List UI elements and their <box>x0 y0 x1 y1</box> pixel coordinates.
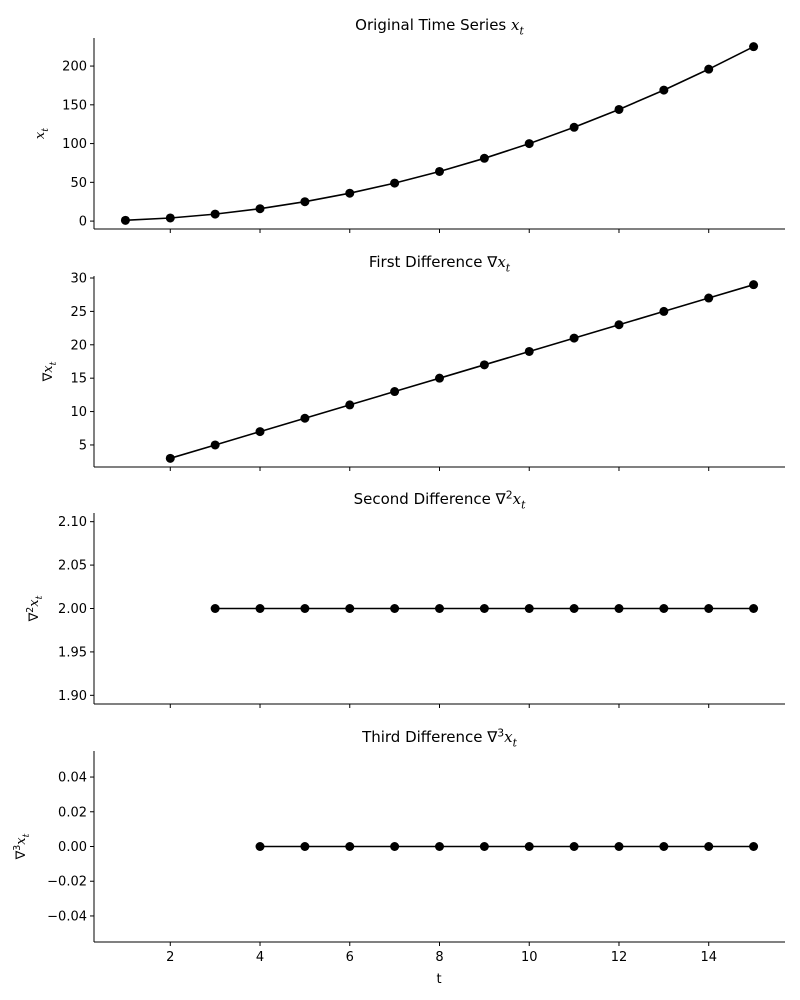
y-axis-label: ∇2xt <box>25 595 45 622</box>
panel-4: −0.04 −0.02 0.00 0.02 0.04 2 4 6 8 10 12 14 Third Di… <box>12 726 785 965</box>
panel-title: Second Difference ∇2xt <box>354 488 526 511</box>
data-point <box>569 842 579 851</box>
data-point <box>390 842 400 851</box>
x-axis-label: t <box>436 972 441 987</box>
data-point <box>479 153 489 163</box>
series-line <box>125 45 754 222</box>
y-tick-label: 1.90 <box>58 689 87 704</box>
data-point <box>255 204 265 214</box>
data-point <box>210 440 220 450</box>
y-tick-label: 15 <box>70 372 87 387</box>
x-tick-label: 6 <box>346 950 354 965</box>
y-tick-label: 50 <box>70 176 87 191</box>
data-point <box>479 842 489 851</box>
data-point <box>614 320 624 330</box>
y-tick-label: 20 <box>70 338 87 353</box>
y-tick-label: 100 <box>62 137 87 152</box>
data-point <box>659 85 669 95</box>
data-point <box>300 413 310 423</box>
data-point <box>435 373 444 383</box>
data-point <box>749 280 759 290</box>
data-point <box>390 178 400 188</box>
y-tick-label: 5 <box>79 438 87 453</box>
data-point <box>614 104 624 114</box>
data-point <box>165 213 175 223</box>
data-point <box>614 604 624 613</box>
y-axis-label: ∇3xt <box>12 833 32 860</box>
panel-3: 1.90 1.95 2.00 2.05 2.10 Second Difference ∇2… <box>25 488 785 708</box>
y-tick-label: 2.00 <box>58 602 87 617</box>
data-point <box>345 188 355 198</box>
x-tick-label: 14 <box>700 950 717 965</box>
data-point <box>659 842 669 851</box>
data-point <box>255 427 265 437</box>
data-point <box>345 604 355 613</box>
data-point <box>435 604 444 613</box>
data-point <box>479 360 489 370</box>
x-tick-label: 2 <box>166 950 174 965</box>
data-point <box>300 842 310 851</box>
data-point <box>704 293 714 303</box>
data-point <box>659 306 669 316</box>
data-point <box>524 346 534 356</box>
y-axis-label: ∇xt <box>41 361 59 382</box>
x-tick-label: 10 <box>521 950 538 965</box>
data-point <box>704 64 714 74</box>
x-tick-label: 8 <box>435 950 443 965</box>
y-tick-label: 1.95 <box>58 645 87 660</box>
y-tick-label: 0.04 <box>58 771 87 786</box>
data-point <box>435 842 444 851</box>
y-tick-label: 30 <box>70 272 87 287</box>
data-point <box>569 604 579 613</box>
data-point <box>255 842 265 851</box>
data-point <box>390 387 400 397</box>
data-point <box>435 166 444 176</box>
data-point <box>255 604 265 613</box>
data-point <box>165 453 175 463</box>
panel-title: Third Difference ∇3xt <box>361 726 518 749</box>
data-point <box>704 604 714 613</box>
data-point <box>210 209 220 219</box>
data-point <box>749 842 759 851</box>
y-tick-label: 10 <box>70 405 87 420</box>
data-point <box>704 842 714 851</box>
y-tick-label: 0 <box>79 215 87 230</box>
y-tick-label: −0.02 <box>47 875 87 890</box>
data-point <box>390 604 400 613</box>
data-point <box>210 604 220 613</box>
data-point <box>300 197 310 207</box>
x-tick-label: 4 <box>256 950 264 965</box>
series-line <box>170 283 754 460</box>
data-point <box>524 604 534 613</box>
y-tick-label: 200 <box>62 60 87 75</box>
data-point <box>300 604 310 613</box>
x-tick-label: 12 <box>611 950 628 965</box>
y-tick-label: 25 <box>70 305 87 320</box>
data-point <box>749 604 759 613</box>
data-point <box>749 42 759 52</box>
data-point <box>345 400 355 410</box>
data-point <box>479 604 489 613</box>
data-point <box>659 604 669 613</box>
panel-1: 0 50 100 150 200 Original Time Series xt xt <box>33 16 785 233</box>
panel-title: Original Time Series xt <box>355 16 524 38</box>
data-point <box>524 139 534 149</box>
data-point <box>120 215 130 225</box>
panel-2: 5 10 15 20 25 30 First Difference ∇xt ∇xt <box>41 253 785 471</box>
panel-title: First Difference ∇xt <box>369 253 511 275</box>
y-tick-label: −0.04 <box>47 909 87 924</box>
y-axis-label: xt <box>33 128 51 139</box>
y-tick-label: 0.02 <box>58 805 87 820</box>
data-point <box>569 122 579 132</box>
y-tick-label: 2.10 <box>58 515 87 530</box>
data-point <box>569 333 579 343</box>
data-point <box>345 842 355 851</box>
y-tick-label: 0.00 <box>58 840 87 855</box>
data-point <box>524 842 534 851</box>
y-tick-label: 150 <box>62 98 87 113</box>
data-point <box>614 842 624 851</box>
y-tick-label: 2.05 <box>58 559 87 574</box>
